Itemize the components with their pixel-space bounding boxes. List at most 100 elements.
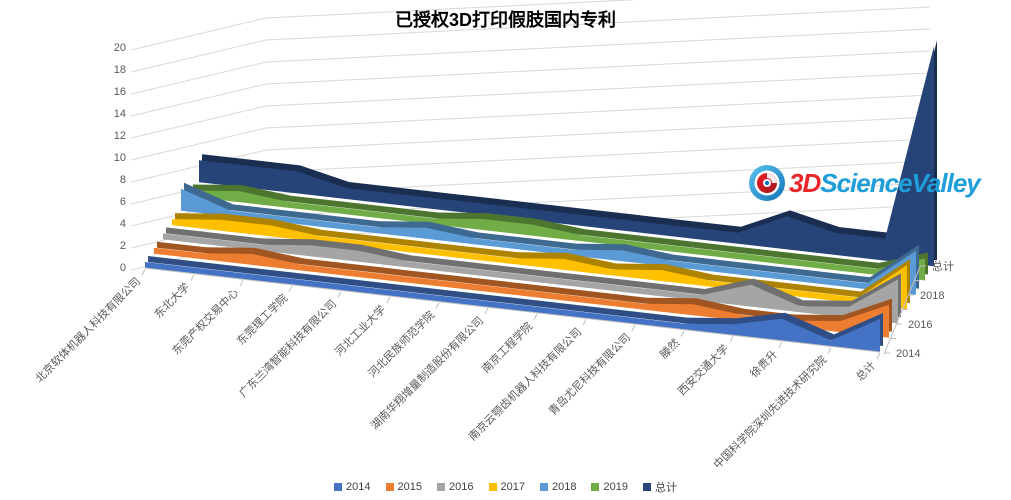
legend-label: 总计 bbox=[654, 482, 677, 494]
legend-swatch-2016 bbox=[437, 483, 446, 491]
gridline bbox=[130, 28, 931, 95]
depth-axis-line bbox=[883, 266, 921, 355]
series-top-face-2017 bbox=[175, 213, 910, 304]
depth-axis-label: 总计 bbox=[932, 259, 954, 273]
value-axis-label: 10 bbox=[114, 152, 126, 164]
value-axis-label: 2 bbox=[120, 240, 126, 252]
legend-swatch-2018 bbox=[539, 483, 548, 491]
category-label: 东莞理工学院 bbox=[234, 291, 291, 348]
category-tick bbox=[386, 296, 391, 304]
series-ribbon-2019 bbox=[190, 184, 928, 281]
category-label: 河北工业大学 bbox=[332, 302, 389, 359]
category-label: 东北大学 bbox=[151, 280, 192, 321]
category-tick bbox=[239, 279, 244, 287]
legend-item-2017: 2017 bbox=[488, 479, 525, 495]
category-tick bbox=[778, 341, 783, 349]
series-top-face-2018 bbox=[184, 182, 919, 289]
category-label: 南京工程学院 bbox=[479, 319, 536, 376]
value-axis-label: 8 bbox=[120, 174, 126, 186]
legend-label: 2017 bbox=[500, 481, 525, 493]
legend-label: 2018 bbox=[551, 481, 577, 493]
category-label: 徐贵升 bbox=[747, 347, 780, 380]
value-axis-label: 12 bbox=[114, 130, 126, 142]
logo-text-sciencevalley: ScienceValley bbox=[820, 167, 980, 198]
series-top-face-2019 bbox=[193, 184, 928, 275]
value-axis-label: 18 bbox=[114, 64, 126, 76]
category-tick bbox=[876, 352, 881, 360]
series-ribbon-2014 bbox=[145, 256, 883, 352]
legend-item-总计: 总计 bbox=[642, 479, 677, 495]
category-tick bbox=[631, 324, 636, 332]
series-ribbon-2018 bbox=[181, 182, 919, 295]
gridline bbox=[130, 116, 931, 183]
gridline bbox=[130, 0, 639, 51]
legend-label: 2019 bbox=[603, 481, 628, 493]
series-top-face-2014 bbox=[148, 256, 883, 346]
value-axis-label: 14 bbox=[114, 108, 126, 120]
series-front-face-2015 bbox=[154, 247, 889, 338]
legend-swatch-2014 bbox=[334, 483, 343, 491]
legend-swatch-总计 bbox=[642, 483, 651, 491]
logo-swirl-notch bbox=[767, 173, 777, 183]
legend-item-2015: 2015 bbox=[385, 479, 423, 495]
category-label: 中国科学院深圳先进技术研究院 bbox=[710, 353, 829, 472]
legend-swatch-2015 bbox=[385, 483, 394, 491]
value-axis-label: 20 bbox=[114, 42, 126, 54]
legend-label: 2016 bbox=[449, 481, 474, 493]
category-tick bbox=[141, 268, 146, 276]
series-front-face-2016 bbox=[163, 233, 898, 324]
series-front-face-2018 bbox=[181, 188, 916, 295]
category-tick bbox=[288, 285, 293, 293]
category-label: 广东兰湾智能科技有限公司 bbox=[236, 297, 339, 400]
series-ribbon-2015 bbox=[154, 241, 892, 338]
category-tick bbox=[582, 319, 587, 326]
category-label: 湖南华翔增量制造股份有限公司 bbox=[367, 313, 486, 432]
category-label: 北京软体机器人科技有限公司 bbox=[32, 274, 143, 385]
category-tick bbox=[435, 302, 440, 309]
series-ribbon-总计 bbox=[199, 40, 937, 267]
value-axis-label: 6 bbox=[120, 196, 126, 208]
swirl-globe-icon bbox=[749, 165, 785, 201]
category-tick bbox=[533, 313, 538, 321]
gridline bbox=[130, 94, 931, 161]
series-front-face-2019 bbox=[190, 190, 925, 281]
category-axis-line bbox=[144, 267, 881, 353]
chart-legend: 2014 2015 2016 2017 2018 2019 总计 bbox=[0, 479, 1011, 495]
series-front-face-总计 bbox=[199, 46, 934, 267]
category-tick bbox=[680, 330, 685, 337]
depth-axis-label: 2018 bbox=[920, 290, 944, 302]
series-front-face-2014 bbox=[145, 262, 880, 352]
value-axis-label: 0 bbox=[120, 262, 126, 274]
legend-swatch-2019 bbox=[591, 483, 600, 491]
depth-axis-label: 2016 bbox=[908, 319, 932, 331]
logo-center-blue-dot bbox=[764, 180, 770, 186]
legend-swatch-2017 bbox=[488, 483, 497, 491]
value-axis-label: 4 bbox=[120, 218, 126, 230]
value-axis-label: 16 bbox=[114, 86, 126, 98]
gridline bbox=[130, 6, 931, 73]
legend-item-2014: 2014 bbox=[334, 479, 371, 495]
brand-logo: 3D ScienceValley bbox=[748, 164, 981, 202]
depth-axis-label: 2014 bbox=[896, 348, 920, 360]
legend-item-2016: 2016 bbox=[437, 479, 474, 495]
category-tick bbox=[729, 335, 734, 343]
category-label: 滕然 bbox=[657, 336, 682, 361]
series-ribbon-2016 bbox=[163, 227, 901, 324]
category-label: 西安交通大学 bbox=[675, 341, 732, 398]
gridline bbox=[130, 50, 931, 117]
legend-item-2018: 2018 bbox=[539, 479, 577, 495]
category-tick bbox=[337, 291, 342, 298]
legend-label: 2015 bbox=[397, 481, 423, 493]
legend-label: 2014 bbox=[346, 481, 371, 493]
gridline bbox=[130, 72, 931, 139]
legend-item-2019: 2019 bbox=[591, 479, 628, 495]
logo-text-3d: 3D bbox=[789, 167, 821, 198]
category-label: 南京云颚齿机器人科技有限公司 bbox=[465, 325, 584, 444]
chart-title: 已授权3D打印假肢国内专利 bbox=[394, 10, 616, 30]
category-tick bbox=[827, 347, 832, 354]
category-tick bbox=[190, 274, 195, 281]
category-label: 总计 bbox=[853, 358, 878, 383]
category-tick bbox=[484, 307, 489, 315]
